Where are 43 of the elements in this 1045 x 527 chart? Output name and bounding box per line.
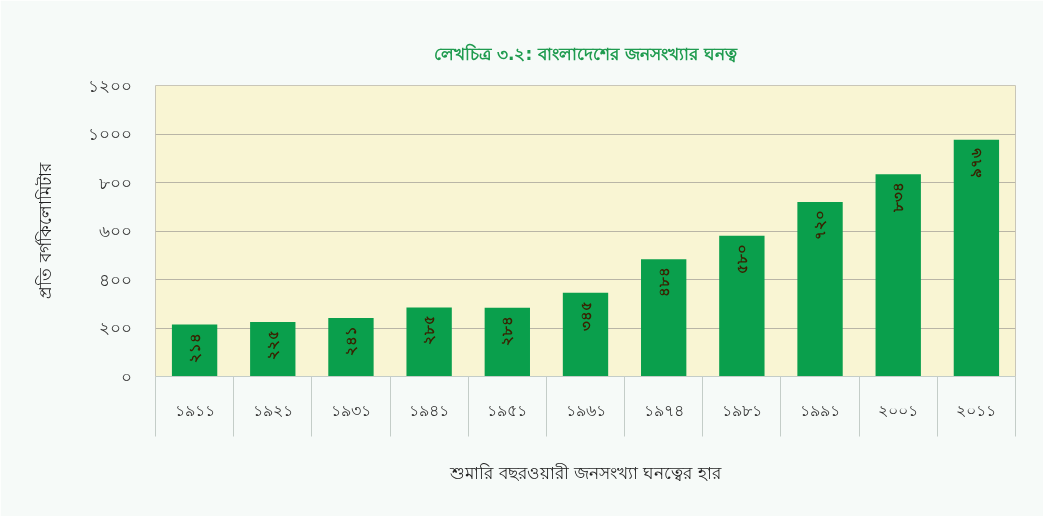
bar bbox=[875, 174, 921, 377]
bar bbox=[406, 307, 452, 377]
bar bbox=[797, 201, 843, 377]
y-axis-title: প্রতি বর্গকিলোমিটার bbox=[34, 162, 55, 299]
x-tick-label: ২০০১ bbox=[878, 400, 919, 420]
y-tick-label: ৪০০ bbox=[98, 269, 132, 290]
data-label: ৫৮০ bbox=[732, 243, 751, 274]
y-tick-label: ২০০ bbox=[98, 318, 132, 338]
bar bbox=[328, 318, 374, 377]
y-tick-label: ৬০০ bbox=[98, 221, 132, 241]
bar bbox=[641, 259, 687, 377]
bar bbox=[719, 235, 765, 377]
y-tick-label: ৮০০ bbox=[98, 172, 132, 193]
bar bbox=[250, 321, 296, 377]
bar bbox=[562, 292, 609, 377]
data-label: ২২৫ bbox=[263, 329, 282, 360]
x-tick-label: ১৯৮১ bbox=[721, 400, 762, 420]
data-label: ৭২০ bbox=[811, 209, 830, 240]
x-axis-title: শুমারি বছরওয়ারী জনসংখ্যা ঘনত্বের হার bbox=[449, 462, 722, 483]
x-tick-label: ১৯২১ bbox=[252, 400, 293, 420]
x-tick-label: ২০১১ bbox=[956, 400, 997, 420]
x-tick-label: ১৯৬১ bbox=[565, 400, 606, 420]
x-tick-label: ১৯৫১ bbox=[487, 400, 528, 420]
data-label: ৯৭৬ bbox=[967, 147, 986, 178]
x-tick-label: ১৯৭৪ bbox=[643, 400, 684, 420]
x-tick-label: ১৯৩১ bbox=[330, 400, 371, 420]
x-tick-label: ১৯১১ bbox=[174, 400, 215, 420]
data-label: ২১৪ bbox=[185, 332, 204, 363]
data-label: ২৪১ bbox=[341, 326, 360, 357]
data-label: ২৮৪ bbox=[498, 315, 517, 346]
x-tick-label: ১৯৪১ bbox=[409, 400, 450, 420]
data-label: ৮৩৪ bbox=[889, 182, 908, 214]
y-tick-label: ১০০০ bbox=[87, 124, 132, 144]
x-tick-label: ১৯৯১ bbox=[800, 400, 841, 420]
data-label: ২৮৫ bbox=[420, 315, 439, 346]
data-label: ৪৮৪ bbox=[654, 267, 673, 298]
y-tick-label: ১২০০ bbox=[87, 75, 132, 96]
data-label: ৩৪৫ bbox=[576, 300, 595, 331]
bar bbox=[953, 139, 1000, 377]
bar bbox=[171, 324, 218, 377]
bar bbox=[484, 307, 530, 377]
chart-title: লেখচিত্র ৩.২: বাংলাদেশের জনসংখ্যার ঘনত্ব bbox=[434, 42, 738, 64]
y-tick-label: ০ bbox=[120, 366, 132, 387]
